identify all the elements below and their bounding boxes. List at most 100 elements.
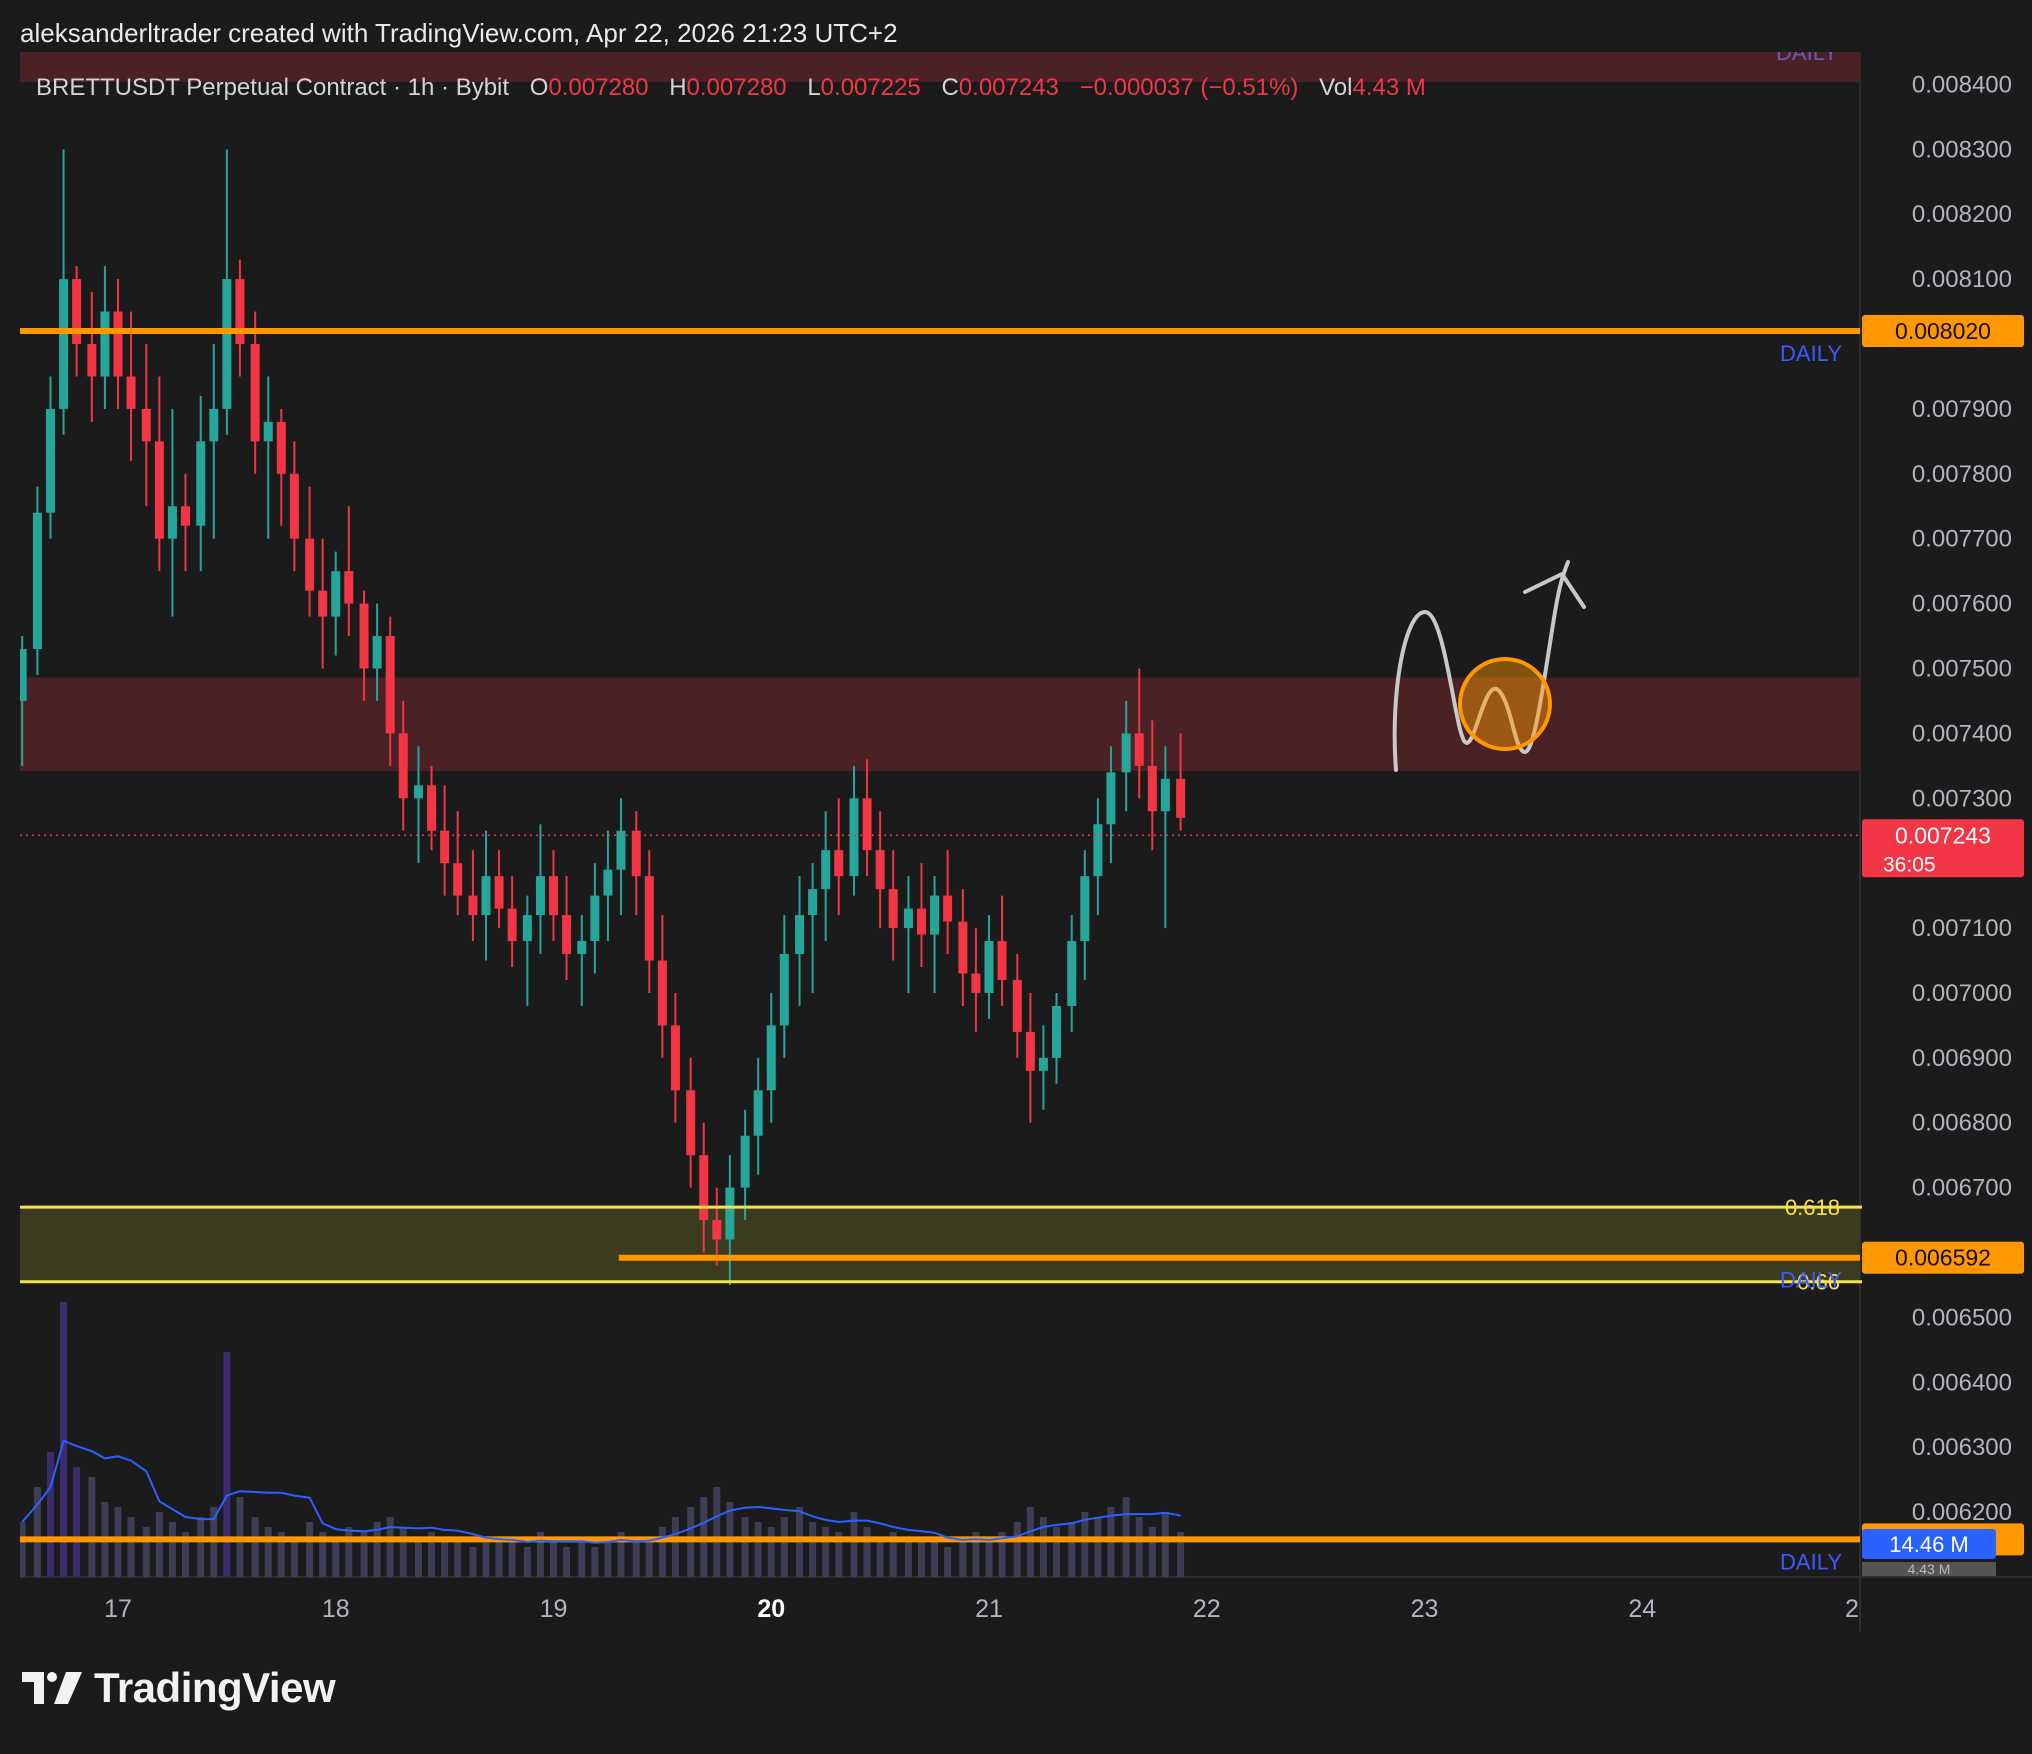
candle-body (20, 649, 27, 701)
volume-bar (46, 1452, 54, 1577)
candle-body (398, 733, 408, 799)
candle-body (522, 915, 532, 942)
volume-bar (632, 1542, 640, 1577)
candle-body (385, 636, 395, 734)
time-axis-tick: 17 (104, 1595, 132, 1623)
legend-symbol[interactable]: BRETTUSDT Perpetual Contract · 1h · Bybi… (36, 74, 510, 101)
volume-bar (917, 1537, 925, 1577)
volume-bar (780, 1517, 788, 1577)
volume-bar (414, 1537, 422, 1577)
legend-high-value: 0.007280 (686, 74, 787, 101)
price-axis-tick: 0.006200 (1912, 1499, 2012, 1526)
volume-bar (658, 1527, 666, 1577)
price-axis-tick: 0.007500 (1912, 655, 2012, 682)
volume-bar (645, 1537, 653, 1577)
candle-body (548, 876, 558, 916)
price-axis-tick: 0.006300 (1912, 1434, 2012, 1461)
candle-body (331, 571, 341, 617)
candle-body (590, 895, 600, 942)
target-circle (1458, 657, 1552, 751)
candle-body (305, 538, 315, 591)
time-axis-tick: 24 (1628, 1595, 1656, 1623)
daily-tag: DAILY (1780, 1268, 1842, 1293)
volume-bar (889, 1532, 897, 1577)
candle-body (87, 344, 97, 377)
candle-body (997, 941, 1007, 980)
ohlc-legend: BRETTUSDT Perpetual Contract · 1h · Bybi… (36, 74, 1426, 102)
volume-bar (536, 1532, 544, 1577)
volume-bar (508, 1542, 516, 1577)
attribution-header: aleksanderltrader created with TradingVi… (20, 18, 898, 48)
volume-bar (1039, 1517, 1047, 1577)
legend-close-key: C (941, 74, 959, 101)
volume-bar (155, 1512, 163, 1577)
candle-body (1025, 1031, 1035, 1071)
price-label-text: 0.006592 (1895, 1245, 1991, 1271)
volume-bar (959, 1542, 967, 1577)
current-price-box (1862, 819, 2024, 878)
candle-body (644, 876, 654, 961)
price-axis-tick: 0.007100 (1912, 915, 2012, 942)
price-axis-tick: 0.007400 (1912, 720, 2012, 747)
candle-body (196, 441, 206, 526)
tradingview-logo[interactable]: TradingView (22, 1664, 336, 1712)
volume-bar (671, 1517, 679, 1577)
candle-body (657, 960, 667, 1026)
candle-body (1038, 1057, 1048, 1071)
candle-body (1012, 979, 1022, 1032)
candle-body (318, 590, 328, 617)
volume-bar (1052, 1527, 1060, 1577)
volume-bar (454, 1537, 462, 1577)
candle-body (372, 636, 382, 669)
price-chart[interactable]: DAILY 0.618 0.66 DAILY 0.008020 DAILY 0.006592… (20, 52, 2032, 1632)
candle-body (834, 850, 844, 877)
volume-bar (441, 1542, 449, 1577)
volume-bar (754, 1522, 762, 1577)
price-axis-tick: 0.008200 (1912, 201, 2012, 228)
volume-bar (578, 1542, 586, 1577)
candle-body (1160, 778, 1170, 812)
candle-body (753, 1090, 763, 1136)
candle-body (72, 279, 82, 345)
time-axis-tick: 18 (322, 1595, 350, 1623)
candle-body (413, 785, 423, 799)
time-axis-tick: 19 (540, 1595, 568, 1623)
candle-body (180, 506, 190, 526)
price-axis-tick: 0.007300 (1912, 785, 2012, 812)
volume-bar (1094, 1517, 1102, 1577)
volume-bar (345, 1527, 353, 1577)
volume-bar (20, 1522, 26, 1577)
volume-bar (1135, 1517, 1143, 1577)
volume-bar (1148, 1527, 1156, 1577)
candle-body (1093, 824, 1103, 877)
volume-bar (1013, 1522, 1021, 1577)
candle-body (616, 830, 626, 870)
time-axis-tick: 22 (1193, 1595, 1221, 1623)
candle-body (821, 850, 831, 890)
candle-body (344, 571, 354, 604)
daily-tag: DAILY (1780, 1549, 1842, 1574)
candle-body (603, 869, 613, 896)
top-zone-daily-tag: DAILY (1776, 52, 1838, 65)
candle-body (766, 1025, 776, 1091)
candle-body (808, 889, 818, 916)
price-label-box (1862, 315, 2024, 348)
candle-body (1176, 778, 1186, 818)
candle-body (235, 279, 245, 345)
price-axis-tick: 0.007900 (1912, 396, 2012, 423)
candle-body (1134, 733, 1144, 766)
candle-body (32, 512, 42, 650)
chart-svg[interactable]: DAILY0.6180.66DAILY0.008020DAILY0.006592… (20, 52, 2032, 1632)
candle-body (875, 850, 885, 890)
candle-body (686, 1090, 696, 1156)
candle-body (535, 876, 545, 916)
volume-bar (591, 1547, 599, 1577)
candle-body (849, 798, 859, 877)
volume-bar (822, 1527, 830, 1577)
volume-bar (809, 1522, 817, 1577)
candle-body (440, 830, 450, 864)
candle-body (916, 908, 926, 935)
price-axis-tick: 0.006900 (1912, 1045, 2012, 1072)
volume-bar (850, 1512, 858, 1577)
price-axis-tick: 0.007700 (1912, 526, 2012, 553)
